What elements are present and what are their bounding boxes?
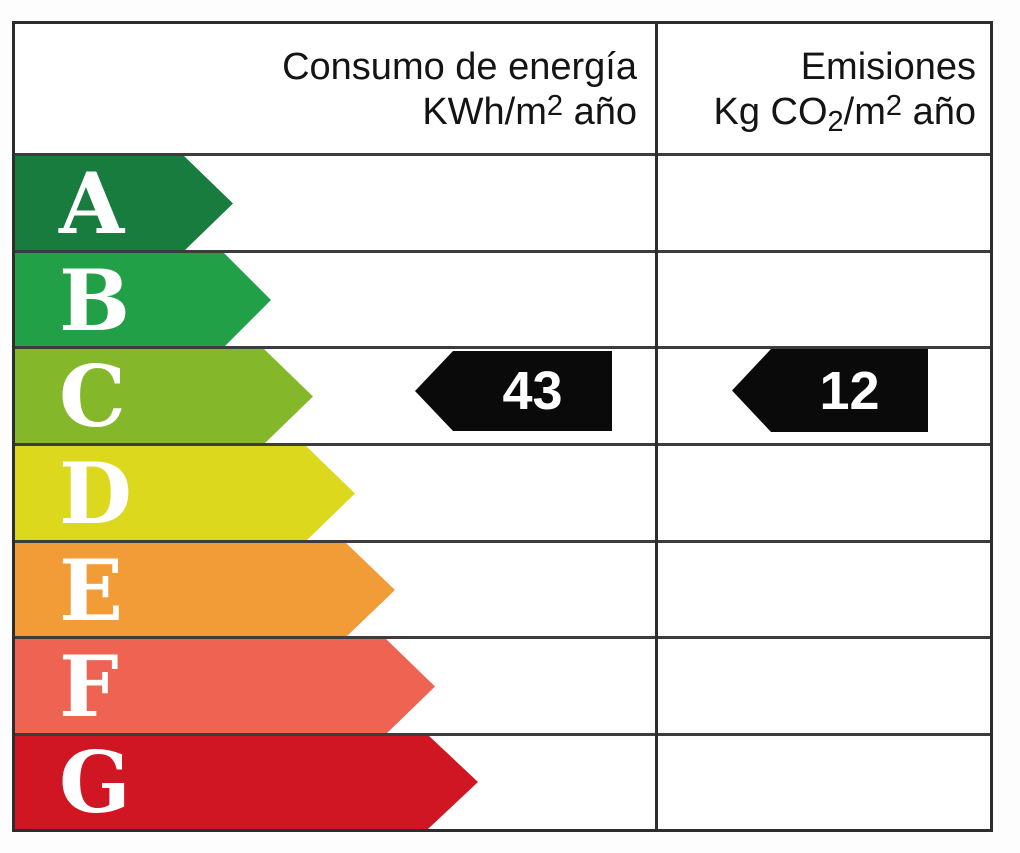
superscript-2: 2 [885, 90, 903, 122]
row-line-f-g [15, 733, 990, 736]
rating-letter-f: F [59, 637, 119, 736]
emissions-arrow-shape [732, 349, 928, 432]
rating-letter-c: C [59, 347, 126, 446]
consumption-value-arrow: 43 [415, 351, 612, 431]
rating-letter-d: D [59, 444, 132, 543]
subscript-2: 2 [827, 106, 844, 138]
column-divider-line [655, 24, 658, 829]
rating-band-e: E [15, 540, 395, 640]
rating-letter-g: G [59, 732, 131, 832]
consumption-value: 43 [502, 361, 563, 421]
rating-band-b: B [15, 250, 271, 350]
row-line-d-e [15, 540, 990, 543]
rating-arrow-d [15, 445, 355, 542]
header-consumption-title: Consumo de energía [282, 46, 637, 88]
row-line-e-f [15, 636, 990, 639]
rating-band-d: D [15, 444, 355, 543]
rating-arrow-b [15, 252, 271, 348]
superscript-2: 2 [546, 90, 564, 122]
row-line-header-a [15, 153, 990, 156]
header-emissions-title: Emisiones [800, 46, 976, 88]
emissions-value: 12 [819, 360, 880, 421]
header-consumption-unit: KWh/m2 año [422, 90, 637, 133]
emissions-value-arrow: 12 [732, 349, 928, 432]
rating-arrow-g [15, 735, 478, 829]
row-line-a-b [15, 250, 990, 253]
row-line-b-c [15, 346, 990, 349]
energy-rating-table: Consumo de energía KWh/m2 año Emisiones … [12, 21, 993, 832]
rating-band-f: F [15, 637, 435, 736]
rating-arrow-e [15, 542, 395, 638]
row-line-c-d [15, 443, 990, 446]
rating-arrow-f [15, 638, 435, 735]
rating-arrow-a [15, 155, 233, 252]
header-consumption: Consumo de energía KWh/m2 año [15, 24, 655, 155]
header-emissions-unit: Kg CO2/m2 año [713, 90, 976, 138]
consumption-arrow-shape [415, 351, 612, 431]
rating-arrow-c [15, 348, 313, 445]
rating-letter-e: E [59, 540, 124, 640]
rating-letter-a: A [59, 154, 125, 253]
rating-band-c: C [15, 347, 313, 446]
rating-band-g: G [15, 732, 478, 832]
rating-band-a: A [15, 154, 233, 253]
header-emissions: Emisiones Kg CO2/m2 año [658, 24, 990, 155]
rating-letter-b: B [59, 250, 130, 350]
